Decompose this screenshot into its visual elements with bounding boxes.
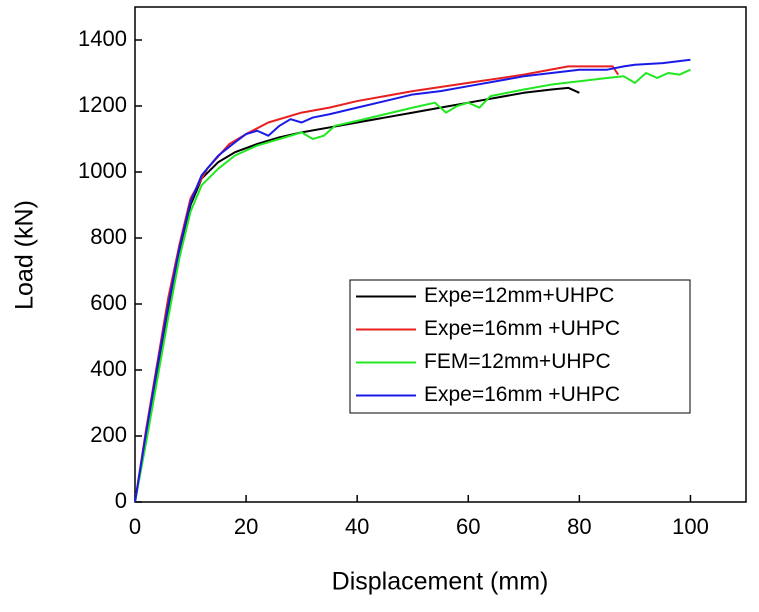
legend-label: FEM=12mm+UHPC xyxy=(424,350,611,373)
y-tick-label: 1200 xyxy=(78,92,127,117)
y-axis-label: Load (kN) xyxy=(11,200,39,310)
y-tick-label: 800 xyxy=(90,224,127,249)
y-tick-label: 600 xyxy=(90,290,127,315)
legend-label: Expe=16mm +UHPC xyxy=(424,383,620,406)
data-line xyxy=(134,68,691,503)
y-tick-label: 400 xyxy=(90,356,127,381)
y-tick-label: 200 xyxy=(90,422,127,447)
x-tick-label: 20 xyxy=(234,514,258,539)
x-tick-label: 80 xyxy=(567,514,591,539)
legend-label: Expe=16mm +UHPC xyxy=(424,317,620,340)
y-tick-label: 1400 xyxy=(78,26,127,51)
data-line xyxy=(134,58,691,503)
y-tick-label: 0 xyxy=(115,488,127,513)
data-line xyxy=(134,65,620,503)
x-tick-label: 40 xyxy=(345,514,369,539)
legend-box xyxy=(349,279,691,414)
plot-frame xyxy=(134,6,747,503)
x-tick-label: 100 xyxy=(672,514,709,539)
y-tick-label: 1000 xyxy=(78,158,127,183)
x-tick-label: 60 xyxy=(456,514,480,539)
legend-label: Expe=12mm+UHPC xyxy=(424,284,614,307)
x-axis-label: Displacement (mm) xyxy=(332,568,549,596)
x-tick-label: 0 xyxy=(129,514,141,539)
